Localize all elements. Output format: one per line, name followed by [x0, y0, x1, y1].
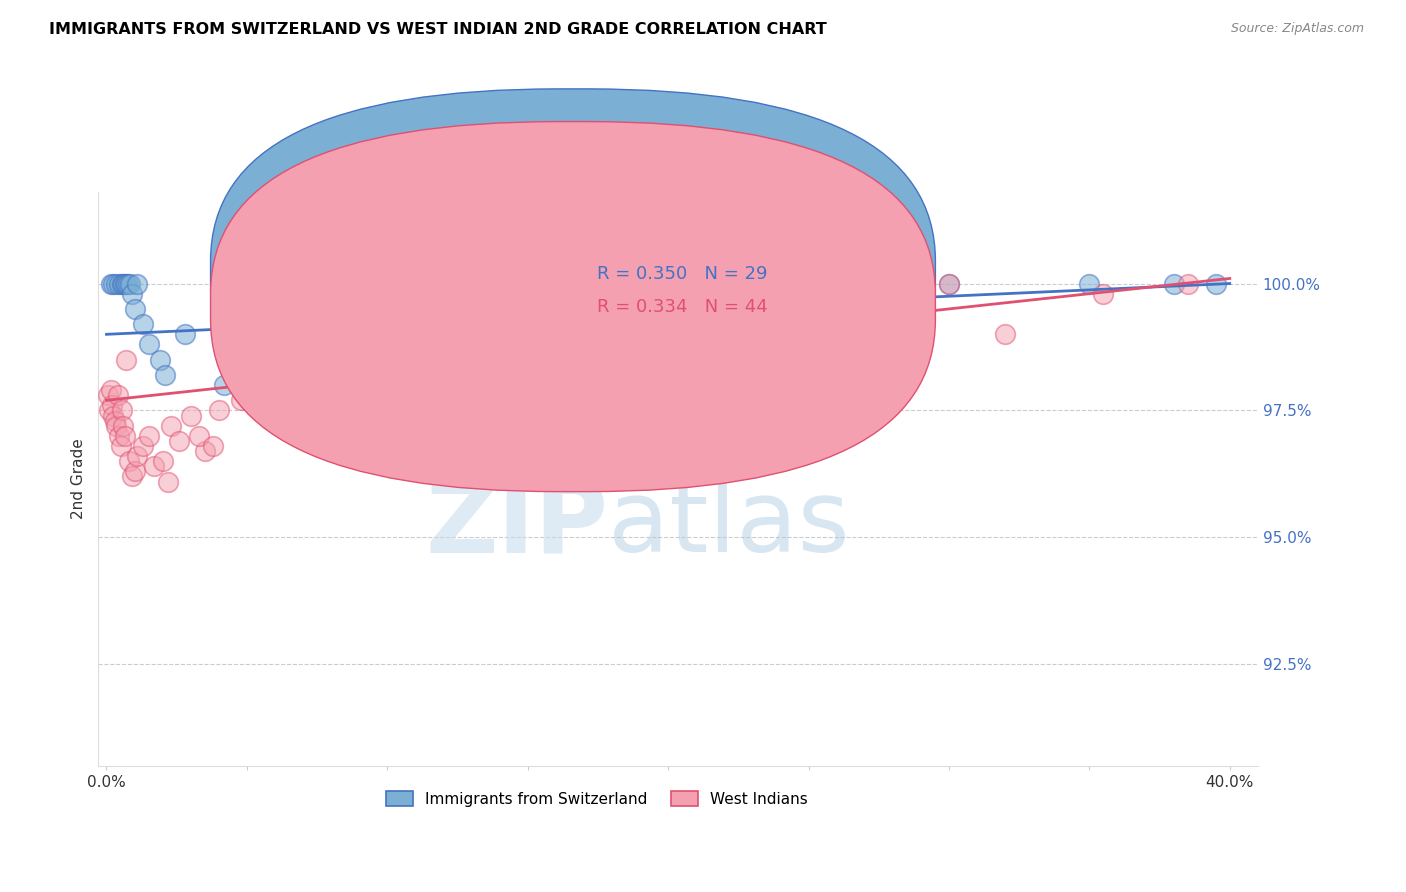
- Y-axis label: 2nd Grade: 2nd Grade: [72, 439, 86, 519]
- Point: [169, 434, 191, 448]
- Point: [115, 277, 138, 291]
- Point: [264, 409, 287, 423]
- Point: [208, 403, 231, 417]
- Point: [361, 368, 384, 382]
- Point: [111, 403, 134, 417]
- Point: [938, 277, 960, 291]
- Point: [103, 409, 125, 423]
- Point: [404, 277, 426, 291]
- Point: [132, 317, 155, 331]
- Point: [124, 464, 146, 478]
- Point: [174, 327, 197, 342]
- Point: [121, 286, 143, 301]
- Point: [120, 277, 142, 291]
- FancyBboxPatch shape: [544, 247, 800, 330]
- Point: [138, 337, 160, 351]
- Point: [347, 337, 370, 351]
- Point: [105, 418, 128, 433]
- Point: [1205, 277, 1227, 291]
- Point: [117, 277, 139, 291]
- Point: [307, 378, 329, 392]
- Point: [100, 383, 122, 397]
- Point: [994, 327, 1017, 342]
- Point: [160, 418, 183, 433]
- Point: [882, 277, 904, 291]
- Point: [115, 352, 138, 367]
- FancyBboxPatch shape: [211, 89, 935, 458]
- Point: [157, 475, 180, 489]
- Point: [418, 327, 440, 342]
- Point: [202, 439, 225, 453]
- Point: [110, 439, 132, 453]
- FancyBboxPatch shape: [211, 121, 935, 491]
- Point: [149, 352, 172, 367]
- Text: R = 0.334   N = 44: R = 0.334 N = 44: [596, 298, 768, 316]
- Point: [278, 414, 301, 428]
- Point: [231, 393, 253, 408]
- Point: [114, 277, 136, 291]
- Point: [938, 277, 960, 291]
- Point: [1163, 277, 1185, 291]
- Point: [108, 277, 131, 291]
- Point: [152, 454, 174, 468]
- Point: [713, 277, 735, 291]
- Point: [194, 444, 217, 458]
- Point: [1092, 286, 1115, 301]
- Point: [112, 277, 135, 291]
- Text: atlas: atlas: [609, 476, 851, 574]
- Point: [98, 403, 121, 417]
- Point: [488, 277, 510, 291]
- Point: [105, 277, 128, 291]
- Point: [107, 388, 129, 402]
- Point: [111, 277, 134, 291]
- Point: [155, 368, 177, 382]
- Point: [108, 429, 131, 443]
- Point: [114, 429, 136, 443]
- Text: R = 0.350   N = 29: R = 0.350 N = 29: [596, 265, 768, 283]
- Point: [1177, 277, 1199, 291]
- Text: IMMIGRANTS FROM SWITZERLAND VS WEST INDIAN 2ND GRADE CORRELATION CHART: IMMIGRANTS FROM SWITZERLAND VS WEST INDI…: [49, 22, 827, 37]
- Point: [143, 459, 166, 474]
- Point: [104, 414, 127, 428]
- Point: [214, 378, 236, 392]
- Point: [1078, 277, 1101, 291]
- Point: [180, 409, 202, 423]
- Point: [713, 301, 735, 316]
- Point: [127, 277, 149, 291]
- Point: [132, 439, 155, 453]
- Point: [127, 449, 149, 463]
- Point: [103, 277, 125, 291]
- Point: [188, 429, 211, 443]
- Point: [432, 317, 454, 331]
- Point: [97, 388, 120, 402]
- Point: [488, 337, 510, 351]
- Point: [121, 469, 143, 483]
- Point: [124, 301, 146, 316]
- Point: [250, 403, 273, 417]
- Point: [118, 454, 141, 468]
- Text: Source: ZipAtlas.com: Source: ZipAtlas.com: [1230, 22, 1364, 36]
- Point: [100, 277, 122, 291]
- Point: [101, 398, 124, 412]
- Point: [138, 429, 160, 443]
- Point: [112, 418, 135, 433]
- Text: ZIP: ZIP: [426, 476, 609, 574]
- Point: [250, 398, 273, 412]
- Legend: Immigrants from Switzerland, West Indians: Immigrants from Switzerland, West Indian…: [380, 785, 814, 813]
